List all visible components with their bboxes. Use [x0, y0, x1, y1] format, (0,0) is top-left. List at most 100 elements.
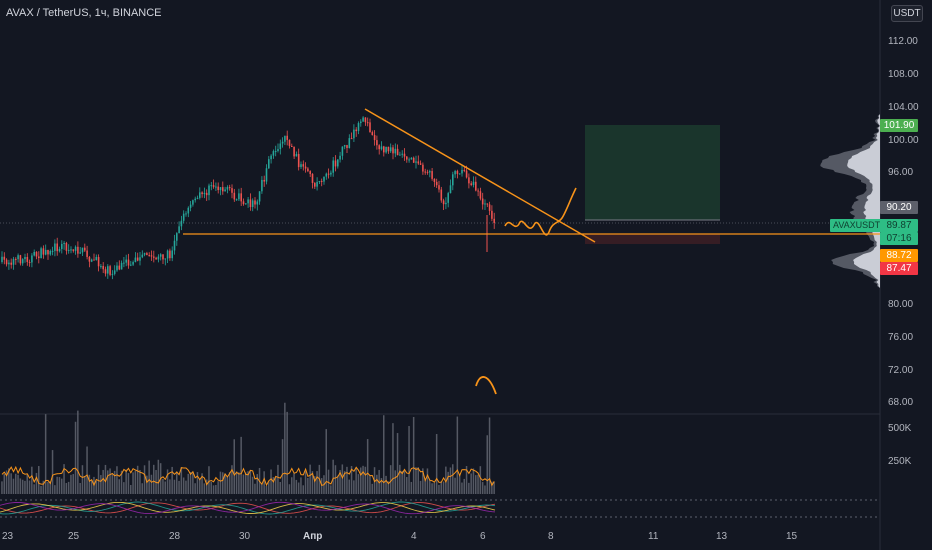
volume-bar: [143, 465, 146, 494]
candle-body: [56, 243, 58, 252]
oscillator-line: [0, 501, 496, 514]
volume-bar: [132, 472, 134, 494]
candle-body: [120, 262, 123, 270]
candle-body: [173, 240, 176, 251]
volume-bar: [215, 484, 217, 494]
volume-bar: [281, 439, 284, 494]
volume-bar: [284, 402, 286, 494]
volume-bar: [169, 479, 171, 494]
volume-bar: [19, 478, 22, 494]
price-tick: 108.00: [888, 69, 919, 80]
candle-body: [394, 148, 397, 154]
candle-body: [162, 254, 164, 260]
volume-bar: [141, 483, 143, 494]
volume-bar: [316, 471, 318, 494]
volume-bar: [346, 466, 348, 494]
candle-body: [205, 192, 208, 196]
candle-body: [5, 259, 8, 265]
candle-body: [258, 191, 261, 202]
volume-bar: [240, 436, 242, 494]
entry-price-badge: 88.72: [880, 249, 918, 262]
candle-body: [238, 193, 240, 200]
candle-body: [187, 207, 190, 214]
price-tick: 112.00: [888, 36, 918, 47]
volume-bar: [86, 446, 88, 494]
volume-bar: [314, 476, 316, 494]
volume-bar: [54, 485, 56, 494]
oscillator-line: [0, 501, 496, 515]
price-tick: 104.00: [888, 102, 919, 113]
candle-body: [251, 200, 254, 208]
candle-body: [431, 171, 433, 179]
volume-bar: [429, 480, 431, 494]
candle-body: [355, 129, 357, 132]
volume-bar: [58, 477, 61, 494]
candle-body: [54, 243, 56, 251]
candle-body: [33, 251, 35, 256]
volume-bar: [127, 473, 130, 494]
candle-body: [166, 250, 169, 259]
candle-body: [58, 249, 61, 252]
volume-bar: [288, 484, 291, 494]
volume-bar: [74, 421, 77, 494]
candle-body: [268, 159, 270, 169]
volume-bar: [366, 439, 369, 494]
volume-bar: [81, 465, 84, 494]
candle-body: [245, 203, 247, 205]
volume-bar: [21, 479, 24, 494]
candle-body: [291, 145, 293, 147]
candle-body: [182, 213, 185, 221]
candle-body: [21, 259, 24, 264]
candle-body: [486, 203, 489, 205]
volume-bar: [401, 470, 403, 494]
volume-bar: [332, 459, 334, 494]
candle-body: [447, 193, 449, 203]
volume-bar: [26, 474, 28, 494]
candle-body: [281, 141, 284, 144]
volume-bar: [33, 484, 35, 494]
volume-bar: [130, 485, 132, 494]
volume-bar: [337, 475, 339, 494]
candle-body: [371, 132, 374, 136]
volume-bar: [484, 485, 486, 494]
candle-body: [438, 185, 440, 190]
volume-bar: [97, 464, 100, 494]
candle-body: [327, 173, 330, 175]
volume-bar: [410, 481, 413, 494]
volume-ma-line: [1, 465, 495, 487]
volume-bar: [171, 466, 173, 494]
candle-body: [277, 149, 279, 152]
currency-button[interactable]: USDT: [891, 5, 923, 22]
candle-body: [148, 255, 150, 257]
date-tick: 8: [548, 531, 554, 542]
candle-body: [219, 187, 222, 191]
volume-bar: [113, 470, 116, 494]
volume-bar: [162, 478, 164, 494]
candle-body: [176, 233, 178, 241]
candle-body: [192, 200, 194, 205]
volume-bar: [369, 474, 371, 494]
volume-bar: [109, 468, 111, 494]
candle-body: [424, 171, 426, 173]
volume-bar: [341, 464, 344, 494]
candle-body: [435, 181, 438, 186]
candle-body: [304, 166, 307, 169]
volume-bar: [189, 472, 192, 494]
candle-body: [70, 249, 72, 251]
volume-bar: [10, 473, 12, 494]
volume-bar: [417, 467, 419, 494]
last-price-badge: 89.87: [880, 219, 918, 232]
stop-price-badge: 87.47: [880, 262, 918, 275]
date-tick: 30: [239, 531, 251, 542]
stop-level-badge: 90.20: [880, 201, 918, 214]
candle-body: [132, 262, 134, 265]
candle-body: [311, 173, 314, 183]
candle-body: [309, 171, 311, 174]
candle-body: [422, 164, 424, 172]
volume-bar: [146, 475, 148, 494]
volume-bar: [125, 469, 127, 494]
candle-body: [109, 266, 111, 275]
volume-bar: [481, 482, 484, 494]
volume-bars: [1, 402, 495, 494]
